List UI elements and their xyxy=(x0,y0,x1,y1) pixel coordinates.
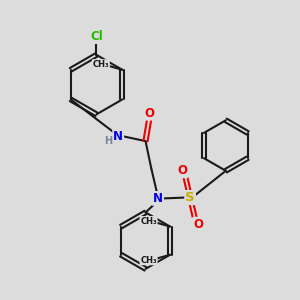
Text: N: N xyxy=(153,192,163,205)
Text: Cl: Cl xyxy=(90,30,103,43)
Text: O: O xyxy=(145,106,155,120)
Text: N: N xyxy=(113,130,123,142)
Text: CH₃: CH₃ xyxy=(140,256,157,265)
Text: CH₃: CH₃ xyxy=(140,217,157,226)
Text: O: O xyxy=(177,164,187,177)
Text: O: O xyxy=(193,218,203,231)
Text: H: H xyxy=(104,136,112,146)
Text: S: S xyxy=(185,191,195,204)
Text: CH₃: CH₃ xyxy=(92,60,109,69)
